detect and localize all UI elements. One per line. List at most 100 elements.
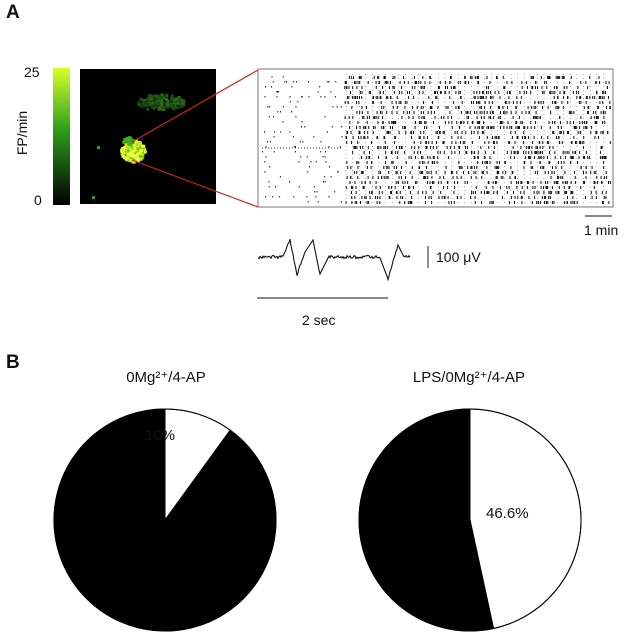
pie-1-outline <box>53 408 277 632</box>
raster-spike <box>511 81 513 84</box>
raster-spike <box>534 86 536 89</box>
raster-spike <box>300 156 302 158</box>
raster-spike <box>520 96 522 99</box>
raster-spike <box>438 196 440 199</box>
raster-spike <box>507 106 508 109</box>
raster-spike <box>572 191 574 194</box>
raster-spike <box>405 161 407 164</box>
raster-spike <box>474 76 476 79</box>
raster-spike <box>435 131 437 134</box>
raster-spike <box>486 86 488 89</box>
raster-spike <box>551 121 553 124</box>
raster-spike <box>433 111 435 114</box>
raster-spike <box>352 116 354 119</box>
raster-spike <box>550 111 552 114</box>
raster-spike <box>356 86 358 89</box>
map-pixel <box>165 105 169 109</box>
raster-spike <box>495 176 497 179</box>
raster-spike <box>528 196 530 199</box>
raster-spike <box>525 81 527 84</box>
raster-spike <box>447 186 449 189</box>
raster-spike <box>350 176 352 179</box>
map-pixel <box>139 97 143 101</box>
raster-spike <box>377 176 379 179</box>
raster-spike <box>535 116 537 119</box>
raster-spike <box>609 141 611 144</box>
raster-spike <box>427 111 429 114</box>
raster-spike <box>525 146 527 149</box>
raster-spike <box>379 96 381 99</box>
raster-spike <box>523 91 525 94</box>
raster-spike <box>384 76 386 79</box>
raster-spike <box>449 111 451 114</box>
raster-spike <box>516 96 518 99</box>
raster-spike <box>284 81 286 83</box>
raster-spike <box>548 76 550 79</box>
colorbar-max-label: 25 <box>24 64 40 80</box>
map-pixel <box>121 154 125 158</box>
raster-spike <box>467 121 469 124</box>
raster-spike <box>413 151 415 154</box>
raster-spike <box>494 91 496 94</box>
raster-spike <box>564 171 566 174</box>
raster-spike <box>358 101 360 104</box>
raster-spike <box>562 151 564 154</box>
raster-spike <box>487 86 489 89</box>
raster-spike <box>498 106 500 109</box>
raster-spike <box>382 116 384 119</box>
raster-spike <box>586 121 588 124</box>
raster-spike <box>563 86 565 89</box>
raster-spike <box>504 111 506 114</box>
raster-spike <box>401 166 402 169</box>
raster-spike <box>473 166 475 169</box>
raster-spike <box>361 86 363 89</box>
raster-spike <box>353 76 354 79</box>
raster-spike <box>563 91 565 94</box>
raster-spike <box>572 196 574 199</box>
raster-spike <box>515 126 517 129</box>
raster-spike <box>588 111 590 114</box>
raster-spike <box>271 76 273 78</box>
raster-spike <box>426 171 428 174</box>
raster-spike <box>503 111 505 114</box>
raster-spike <box>476 121 478 124</box>
raster-spike <box>388 86 390 89</box>
raster-spike <box>585 166 587 169</box>
raster-spike <box>540 181 542 184</box>
raster-spike <box>422 91 424 94</box>
raster-spike <box>508 96 510 99</box>
raster-spike <box>388 131 389 134</box>
raster-spike <box>530 91 532 94</box>
raster-spike <box>470 176 472 179</box>
raster-spike <box>441 196 443 199</box>
raster-spike <box>411 166 413 169</box>
raster-spike <box>552 166 553 169</box>
raster-spike <box>481 176 483 179</box>
raster-spike <box>557 76 559 79</box>
raster-spike <box>394 141 396 144</box>
raster-spike <box>306 196 308 198</box>
raster-spike <box>506 126 508 129</box>
raster-spike <box>388 186 390 189</box>
raster-spike <box>520 191 522 194</box>
raster-spike <box>370 166 372 169</box>
raster-spike <box>488 141 490 144</box>
raster-spike <box>496 76 498 79</box>
raster-spike <box>325 161 327 163</box>
raster-spike <box>520 196 522 199</box>
raster-spike <box>587 106 589 109</box>
raster-spike <box>371 161 373 164</box>
raster-spike <box>392 76 394 79</box>
raster-spike <box>353 146 355 149</box>
raster-spike <box>553 131 555 134</box>
raster-spike <box>479 101 481 104</box>
raster-spike <box>394 76 396 79</box>
raster-spike <box>293 196 295 198</box>
raster-spike <box>492 181 494 184</box>
raster-spike <box>403 186 404 189</box>
raster-spike <box>460 196 462 199</box>
map-pixel <box>176 101 180 104</box>
raster-spike <box>356 201 358 204</box>
raster-spike <box>361 111 363 114</box>
raster-spike <box>440 116 442 119</box>
